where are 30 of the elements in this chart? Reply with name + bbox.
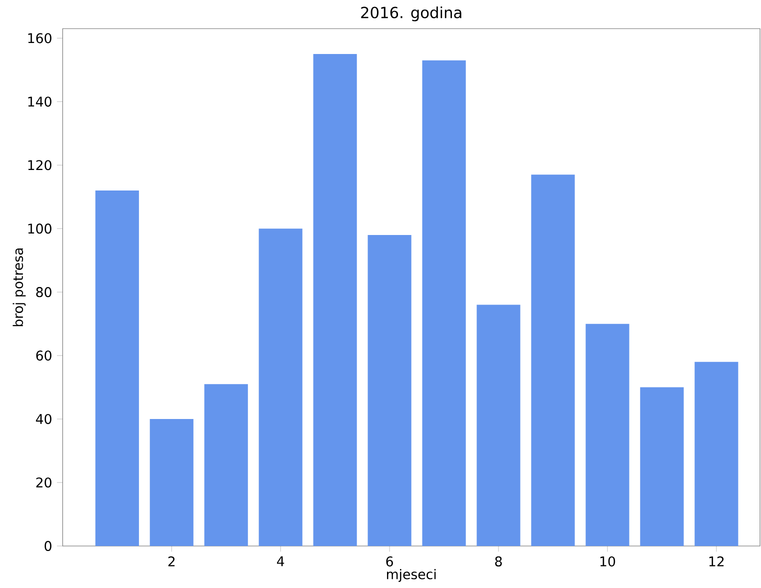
y-tick-label: 20 (36, 477, 52, 488)
y-tick-label: 0 (44, 540, 52, 552)
x-tick-label: 2 (168, 556, 175, 566)
y-tick-label: 60 (36, 350, 52, 361)
chart-title: 2016. godina (361, 6, 462, 22)
bar (586, 324, 630, 546)
bar (150, 419, 194, 546)
bar (258, 228, 302, 546)
bar (422, 60, 466, 546)
x-tick-label: 6 (386, 556, 393, 566)
x-axis-title: mjeseci (387, 568, 436, 582)
y-tick-label: 40 (36, 414, 52, 424)
bar (204, 384, 248, 546)
x-tick-label: 4 (276, 556, 284, 566)
y-tick-label: 80 (36, 287, 52, 298)
y-axis-title: broj potresa (12, 248, 26, 326)
x-tick-label: 8 (495, 556, 502, 566)
bar (640, 387, 684, 546)
x-tick-label: 12 (709, 556, 724, 566)
y-tick-label: 120 (28, 160, 52, 170)
bar (531, 174, 575, 546)
bar (95, 190, 139, 546)
bar (694, 362, 738, 546)
x-tick-label: 10 (600, 556, 616, 566)
bar (313, 54, 357, 546)
y-tick-label: 100 (28, 224, 52, 234)
y-tick-label: 140 (28, 96, 52, 107)
bar (368, 234, 412, 546)
bar (476, 304, 520, 546)
y-tick-label: 160 (28, 33, 52, 44)
